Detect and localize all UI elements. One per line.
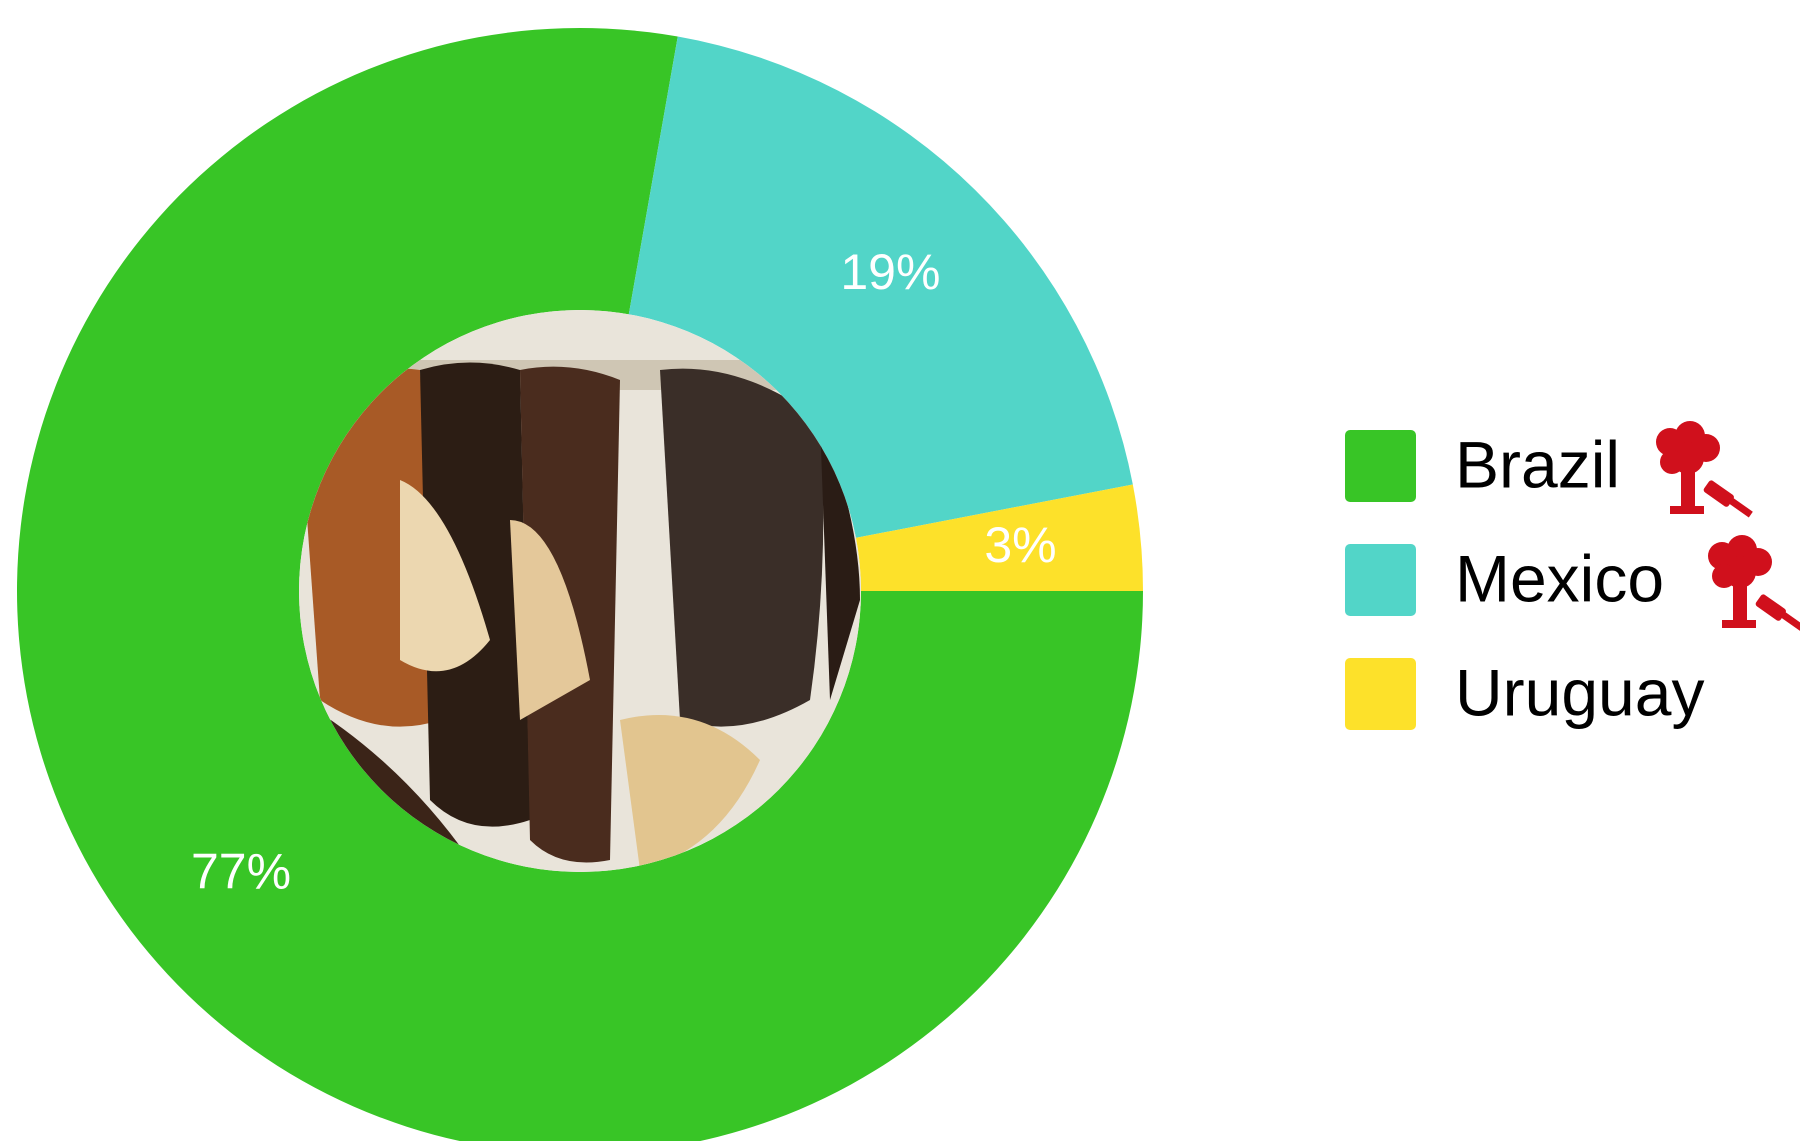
legend-label: Mexico [1455,541,1664,615]
value-label: 3% [984,517,1056,573]
legend-swatch [1345,658,1416,730]
chart: Brazil Mexico Uruguay 77% 19% 3% [0,0,1800,1141]
legend-label: Uruguay [1455,655,1704,729]
legend: Brazil Mexico Uruguay [1345,427,1704,730]
value-label: 77% [191,844,291,900]
deforestation-icon [1656,421,1753,517]
center-photo [299,310,861,872]
legend-label: Brazil [1455,427,1620,501]
legend-swatch [1345,430,1416,502]
deforestation-icon [1708,535,1800,631]
value-label: 19% [840,244,940,300]
legend-swatch [1345,544,1416,616]
